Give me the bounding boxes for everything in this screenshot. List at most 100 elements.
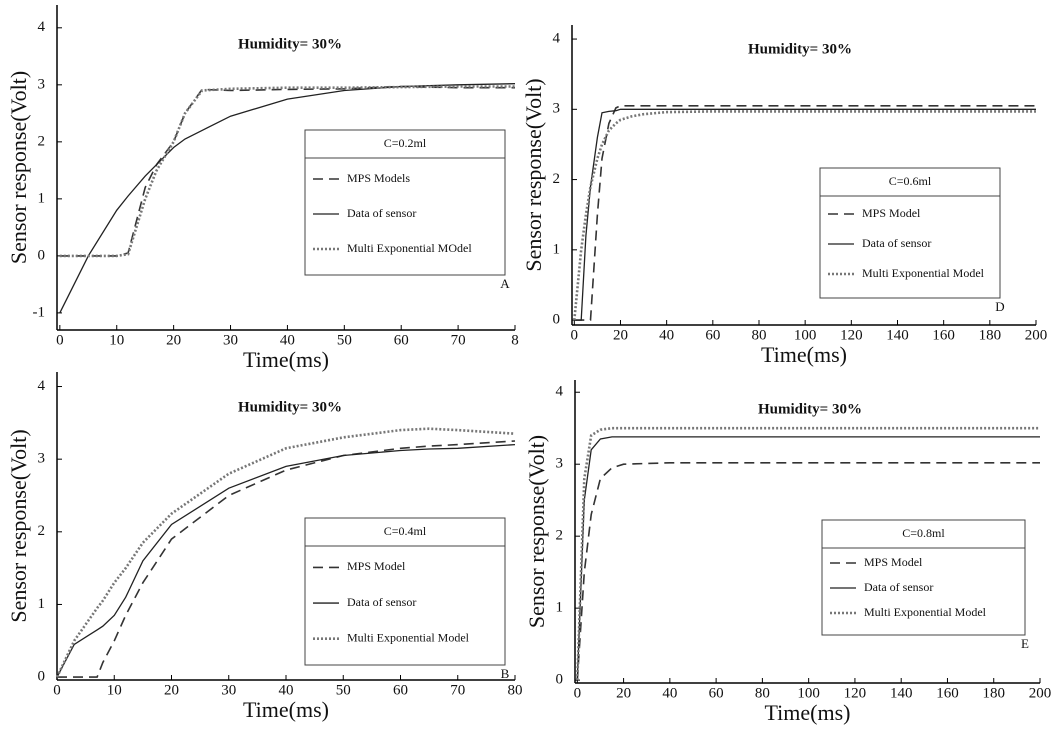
x-tick-label: 40 (662, 685, 677, 701)
legend-label: MPS Models (347, 171, 410, 185)
x-tick-label: 50 (337, 332, 352, 348)
x-tick-label: 40 (279, 682, 294, 698)
legend-label: Data of sensor (862, 236, 931, 250)
legend-label: Multi Exponential Model (864, 605, 987, 619)
x-tick-label: 8 (511, 332, 519, 348)
x-tick-label: 60 (393, 682, 408, 698)
chart-title: Humidity= 30% (748, 41, 852, 57)
y-tick-label: 2 (38, 523, 46, 539)
chart-title: Humidity= 30% (238, 36, 342, 52)
y-tick-label: 4 (38, 378, 46, 394)
legend-label: Data of sensor (864, 580, 933, 594)
x-tick-label: 160 (932, 327, 955, 343)
y-tick-label: 0 (556, 672, 564, 688)
legend-box (819, 167, 1001, 299)
x-tick-label: 160 (936, 685, 959, 701)
y-tick-label: 3 (553, 101, 561, 117)
y-tick-label: 0 (38, 247, 46, 263)
y-axis-title: Sensor response(Volt) (6, 429, 31, 622)
legend-title: C=0.8ml (902, 526, 945, 540)
y-tick-label: 2 (38, 133, 46, 149)
x-tick-label: 200 (1029, 685, 1052, 701)
legend-label: Data of sensor (347, 206, 416, 220)
x-tick-label: 80 (508, 682, 523, 698)
x-tick-label: 200 (1025, 327, 1048, 343)
x-tick-label: 30 (221, 682, 236, 698)
panel-label: B (501, 666, 510, 681)
x-tick-label: 80 (755, 685, 770, 701)
x-tick-label: 60 (394, 332, 409, 348)
legend-label: Multi Exponential Model (347, 630, 470, 644)
y-tick-label: 0 (38, 669, 46, 685)
y-tick-label: 2 (553, 171, 561, 187)
panel-label: A (500, 276, 510, 291)
x-tick-label: 70 (451, 332, 466, 348)
x-axis-title: Time(ms) (243, 347, 329, 372)
series-line (55, 427, 516, 678)
legend-box (304, 517, 506, 666)
y-axis-title: Sensor response(Volt) (521, 78, 546, 271)
x-tick-label: 20 (164, 682, 179, 698)
x-tick-label: 0 (56, 332, 64, 348)
series-line (56, 443, 516, 678)
x-tick-label: 20 (613, 327, 628, 343)
x-tick-label: 100 (797, 685, 820, 701)
y-tick-label: 3 (556, 456, 564, 472)
x-tick-label: 120 (844, 685, 867, 701)
x-axis-title: Time(ms) (243, 697, 329, 722)
y-tick-label: 3 (38, 76, 46, 92)
x-tick-label: 10 (107, 682, 122, 698)
legend-title: C=0.6ml (889, 174, 932, 188)
x-tick-label: 120 (840, 327, 863, 343)
y-axis-title: Sensor response(Volt) (6, 71, 31, 264)
y-tick-label: 1 (38, 190, 46, 206)
series-line (574, 108, 1036, 321)
x-tick-label: 0 (574, 685, 582, 701)
legend-title: C=0.2ml (384, 136, 427, 150)
x-tick-label: 20 (166, 332, 181, 348)
legend-label: Multi Exponential Model (862, 266, 985, 280)
x-tick-label: 50 (336, 682, 351, 698)
x-tick-label: 60 (705, 327, 720, 343)
series-line (59, 85, 515, 258)
legend-label: MPS Model (862, 206, 921, 220)
y-tick-label: 1 (556, 600, 564, 616)
series-line (576, 426, 1040, 681)
y-tick-label: 1 (553, 241, 561, 257)
x-tick-label: 60 (709, 685, 724, 701)
chart-title: Humidity= 30% (238, 399, 342, 415)
series-line (576, 436, 1040, 681)
y-tick-label: 1 (38, 596, 46, 612)
legend-label: MPS Model (347, 559, 406, 573)
x-tick-label: 40 (659, 327, 674, 343)
x-tick-label: 70 (450, 682, 465, 698)
y-tick-label: 0 (553, 312, 561, 328)
x-tick-label: 0 (571, 327, 579, 343)
y-tick-label: 4 (38, 19, 46, 35)
chart-title: Humidity= 30% (758, 401, 862, 417)
x-tick-label: 80 (751, 327, 766, 343)
x-axis-title: Time(ms) (765, 700, 851, 725)
y-axis-title: Sensor response(Volt) (524, 435, 549, 628)
x-tick-label: 140 (886, 327, 909, 343)
series-line (576, 462, 1040, 681)
legend-box (821, 519, 1026, 636)
x-tick-label: 180 (982, 685, 1005, 701)
x-tick-label: 40 (280, 332, 295, 348)
y-tick-label: 2 (556, 528, 564, 544)
legend-label: Data of sensor (347, 595, 416, 609)
x-tick-label: 10 (109, 332, 124, 348)
x-tick-label: 0 (53, 682, 61, 698)
panel-label: E (1021, 636, 1029, 651)
y-tick-label: 4 (553, 30, 561, 46)
x-tick-label: 30 (223, 332, 238, 348)
x-tick-label: 20 (616, 685, 631, 701)
series-line (574, 105, 1036, 321)
x-axis-title: Time(ms) (761, 342, 847, 367)
series-line (573, 110, 1036, 321)
panel-label: D (995, 299, 1004, 314)
series-line (57, 440, 516, 678)
y-tick-label: 3 (38, 451, 46, 467)
x-tick-label: 180 (979, 327, 1002, 343)
